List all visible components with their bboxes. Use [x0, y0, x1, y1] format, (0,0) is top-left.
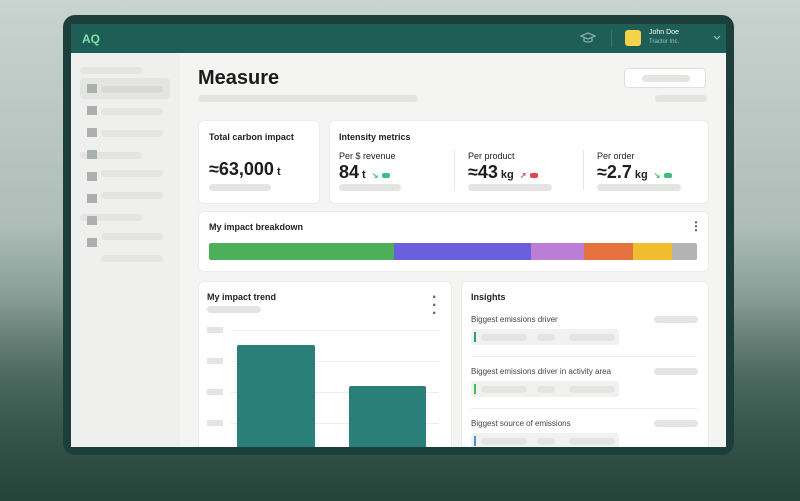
placeholder [481, 438, 527, 445]
segment[interactable] [584, 243, 633, 260]
placeholder [569, 334, 615, 341]
metric-label: Per order [597, 151, 635, 161]
sidebar-heading [80, 214, 142, 221]
more-menu[interactable]: ⋮ [690, 219, 702, 233]
sidebar-item[interactable] [101, 192, 163, 199]
logo[interactable]: AQ [82, 32, 100, 46]
sidebar-item[interactable] [101, 233, 163, 240]
card-title: Total carbon impact [209, 132, 294, 142]
placeholder [654, 420, 698, 427]
insight-label: Biggest emissions driver [471, 315, 558, 324]
segment[interactable] [531, 243, 584, 260]
placeholder [209, 184, 271, 191]
placeholder [339, 184, 401, 191]
separator [471, 356, 697, 357]
top-bar [71, 24, 726, 53]
segment[interactable] [209, 243, 394, 260]
chip-marker [474, 332, 476, 342]
sidebar-item[interactable] [101, 86, 163, 93]
metric-value: 84 t ↘ [339, 162, 391, 183]
divider [454, 150, 455, 190]
value: 84 [339, 162, 360, 182]
company-name[interactable]: Tractor Inc. [649, 39, 680, 45]
card-title: My impact trend [207, 292, 277, 302]
trend-bar[interactable] [349, 386, 426, 447]
trend-arrow: ↘ [653, 171, 661, 180]
education-icon[interactable] [580, 32, 596, 44]
sidebar-item[interactable] [101, 255, 163, 262]
placeholder [597, 184, 681, 191]
metric-label: Per $ revenue [339, 151, 396, 161]
placeholder [481, 334, 527, 341]
card-title: Intensity metrics [339, 132, 411, 142]
divider [611, 30, 612, 47]
value: ≈63,000 [209, 159, 274, 179]
sidebar-icons [87, 84, 97, 260]
insight-label: Biggest emissions driver in activity are… [471, 367, 612, 376]
metric-value: ≈2.7 kg ↘ [597, 162, 673, 183]
placeholder [654, 316, 698, 323]
sidebar-heading [80, 67, 142, 74]
page-title: Measure [198, 67, 280, 89]
placeholder [481, 386, 527, 393]
y-ticks [207, 327, 223, 437]
card-title: Insights [471, 292, 506, 302]
placeholder [468, 184, 552, 191]
breakdown-bar [209, 243, 697, 260]
more-menu[interactable]: · · · [432, 289, 438, 322]
placeholder [207, 306, 261, 313]
trend-badge [530, 173, 539, 178]
segment[interactable] [394, 243, 531, 260]
metric-label: Per product [468, 151, 515, 161]
placeholder [537, 334, 555, 341]
value: ≈2.7 [597, 162, 632, 182]
avatar[interactable] [625, 30, 641, 46]
trend-arrow: ↗ [519, 171, 527, 180]
date-sub-placeholder [655, 95, 707, 102]
date-placeholder [642, 75, 690, 82]
segment[interactable] [633, 243, 672, 260]
separator [471, 408, 697, 409]
value: ≈43 [468, 162, 498, 182]
user-menu-chevron[interactable] [713, 35, 721, 41]
divider [583, 150, 584, 190]
user-name[interactable]: John Doe [649, 29, 679, 36]
placeholder [537, 386, 555, 393]
placeholder [654, 368, 698, 375]
metric-value: ≈43 kg ↗ [468, 162, 539, 183]
unit: kg [500, 169, 514, 181]
chip-marker [474, 436, 476, 446]
card-title: My impact breakdown [209, 222, 304, 232]
trend-badge [382, 173, 391, 178]
subtitle-placeholder [198, 95, 418, 102]
sidebar-heading [80, 152, 142, 159]
chip-marker [474, 384, 476, 394]
trend-bar[interactable] [237, 345, 315, 447]
trend-badge [664, 173, 673, 178]
total-value: ≈63,000 t [209, 159, 281, 180]
placeholder [569, 386, 615, 393]
sidebar-item[interactable] [101, 130, 163, 137]
segment[interactable] [672, 243, 697, 260]
insights-card [461, 281, 709, 447]
placeholder [569, 438, 615, 445]
sidebar-item[interactable] [101, 170, 163, 177]
sidebar-item[interactable] [101, 108, 163, 115]
insight-label: Biggest source of emissions [471, 419, 571, 428]
unit: kg [634, 169, 648, 181]
screen: AQ John Doe Tractor Inc. Measure Total c… [71, 24, 726, 447]
unit: t [362, 169, 366, 181]
trend-arrow: ↘ [371, 171, 379, 180]
breakdown-card [198, 211, 709, 272]
placeholder [537, 438, 555, 445]
unit: t [276, 166, 281, 178]
